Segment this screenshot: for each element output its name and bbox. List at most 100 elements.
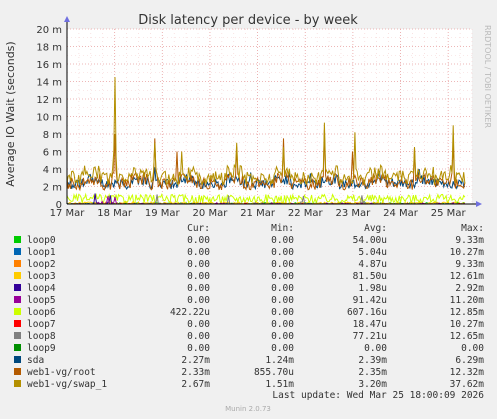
legend-value-max: 12.61m [450,271,485,282]
last-update: Last update: Wed Mar 25 18:00:09 2026 [272,390,484,401]
legend-swatch [14,260,21,267]
y-tick-label: 20 m [36,25,62,36]
x-tick-labels: 17 Mar 18 Mar 19 Mar 20 Mar 21 Mar 22 Mar 23 M… [50,208,467,219]
legend-row: web1-vg/root 2.33m 855.70u 2.35m 12.32m [14,367,484,378]
legend-value-avg: 0.00 [364,343,387,354]
legend-value-max: 10.27m [450,247,485,258]
y-tick-label: 16 m [36,60,62,71]
legend-value-max: 9.33m [455,235,484,246]
y-tick-label: 6 m [43,148,62,159]
legend-series-name: loop3 [27,271,56,282]
legend-value-avg: 77.21u [353,331,387,342]
legend-series-name: sda [27,355,44,366]
legend-value-avg: 1.98u [358,283,387,294]
x-tick-label: 17 Mar [50,208,86,219]
series-line-loop6 [66,192,466,205]
legend-value-min: 0.00 [271,235,294,246]
legend-value-min: 0.00 [271,271,294,282]
legend-series-name: loop6 [27,307,56,318]
legend-value-max: 2.92m [455,283,484,294]
legend-value-avg: 2.35m [358,367,387,378]
legend-value-cur: 0.00 [187,295,210,306]
legend-row: web1-vg/swap_1 2.67m 1.51m 3.20m 37.62m [14,379,484,390]
legend-value-avg: 18.47u [353,319,387,330]
x-tick-label: 19 Mar [145,208,181,219]
x-tick-label: 20 Mar [193,208,229,219]
legend-swatch [14,320,21,327]
y-axis-label: Average IO Wait (seconds) [4,41,17,186]
legend-value-cur: 0.00 [187,283,210,294]
legend-value-avg: 54.00u [353,235,387,246]
legend-value-max: 12.65m [450,331,485,342]
legend-value-min: 1.24m [265,355,294,366]
munin-version: Munin 2.0.73 [225,405,271,413]
legend-value-min: 0.00 [271,307,294,318]
legend-value-max: 11.20m [450,295,485,306]
legend-value-cur: 0.00 [187,259,210,270]
y-tick-label: 4 m [43,165,62,176]
legend-swatch [14,296,21,303]
legend-value-avg: 2.39m [358,355,387,366]
legend-value-cur: 2.27m [181,355,210,366]
x-axis-arrow [476,201,482,207]
legend-value-min: 0.00 [271,319,294,330]
legend-value-max: 10.27m [450,319,485,330]
legend-value-min: 855.70u [254,367,294,378]
legend-header-avg: Avg: [364,223,387,234]
legend-row: loop0 0.00 0.00 54.00u 9.33m [14,235,484,246]
y-tick-label: 12 m [36,95,62,106]
legend-value-avg: 3.20m [358,379,387,390]
legend-value-cur: 2.33m [181,367,210,378]
legend-value-min: 1.51m [265,379,294,390]
legend-value-min: 0.00 [271,331,294,342]
legend-swatch [14,380,21,387]
legend-value-max: 9.33m [455,259,484,270]
x-tick-label: 23 Mar [335,208,371,219]
legend-row: loop7 0.00 0.00 18.47u 10.27m [14,319,484,330]
chart-title: Disk latency per device - by week [138,13,358,28]
legend-row: loop1 0.00 0.00 5.04u 10.27m [14,247,484,258]
legend-swatch [14,368,21,375]
legend-swatch [14,284,21,291]
legend-series-name: loop9 [27,343,56,354]
legend-swatch [14,248,21,255]
legend-value-avg: 4.87u [358,259,387,270]
y-tick-label: 8 m [43,130,62,141]
legend-value-max: 12.32m [450,367,485,378]
y-tick-label: 2 m [43,183,62,194]
legend-swatch [14,308,21,315]
legend-swatch [14,356,21,363]
legend-value-avg: 5.04u [358,247,387,258]
legend-series-name: loop8 [27,331,56,342]
legend-value-cur: 422.22u [170,307,210,318]
series-line-web1-vg-root [66,129,466,192]
legend-value-avg: 607.16u [347,307,387,318]
legend-header-max: Max: [461,223,484,234]
y-tick-label: 14 m [36,78,62,89]
legend-swatch [14,272,21,279]
legend-value-cur: 0.00 [187,235,210,246]
y-axis-arrow [64,16,70,22]
legend-value-max: 37.62m [450,379,485,390]
legend-row: loop6 422.22u 0.00 607.16u 12.85m [14,307,484,318]
legend-value-max: 6.29m [455,355,484,366]
legend-series-name: loop7 [27,319,56,330]
x-tick-label: 24 Mar [383,208,419,219]
legend-series-name: loop0 [27,235,56,246]
legend-row: loop4 0.00 0.00 1.98u 2.92m [14,283,484,294]
legend-series-name: web1-vg/root [27,367,96,378]
legend-row: loop8 0.00 0.00 77.21u 12.65m [14,331,484,342]
legend-value-max: 12.85m [450,307,485,318]
legend-value-cur: 0.00 [187,247,210,258]
legend-series-name: loop1 [27,247,56,258]
x-tick-label: 21 Mar [240,208,276,219]
legend-header-cur: Cur: [187,223,210,234]
y-tick-label: 0 [56,200,62,211]
legend-value-cur: 2.67m [181,379,210,390]
y-tick-label: 10 m [36,113,62,124]
legend-value-cur: 0.00 [187,331,210,342]
legend-header-min: Min: [271,223,294,234]
legend-value-cur: 0.00 [187,343,210,354]
